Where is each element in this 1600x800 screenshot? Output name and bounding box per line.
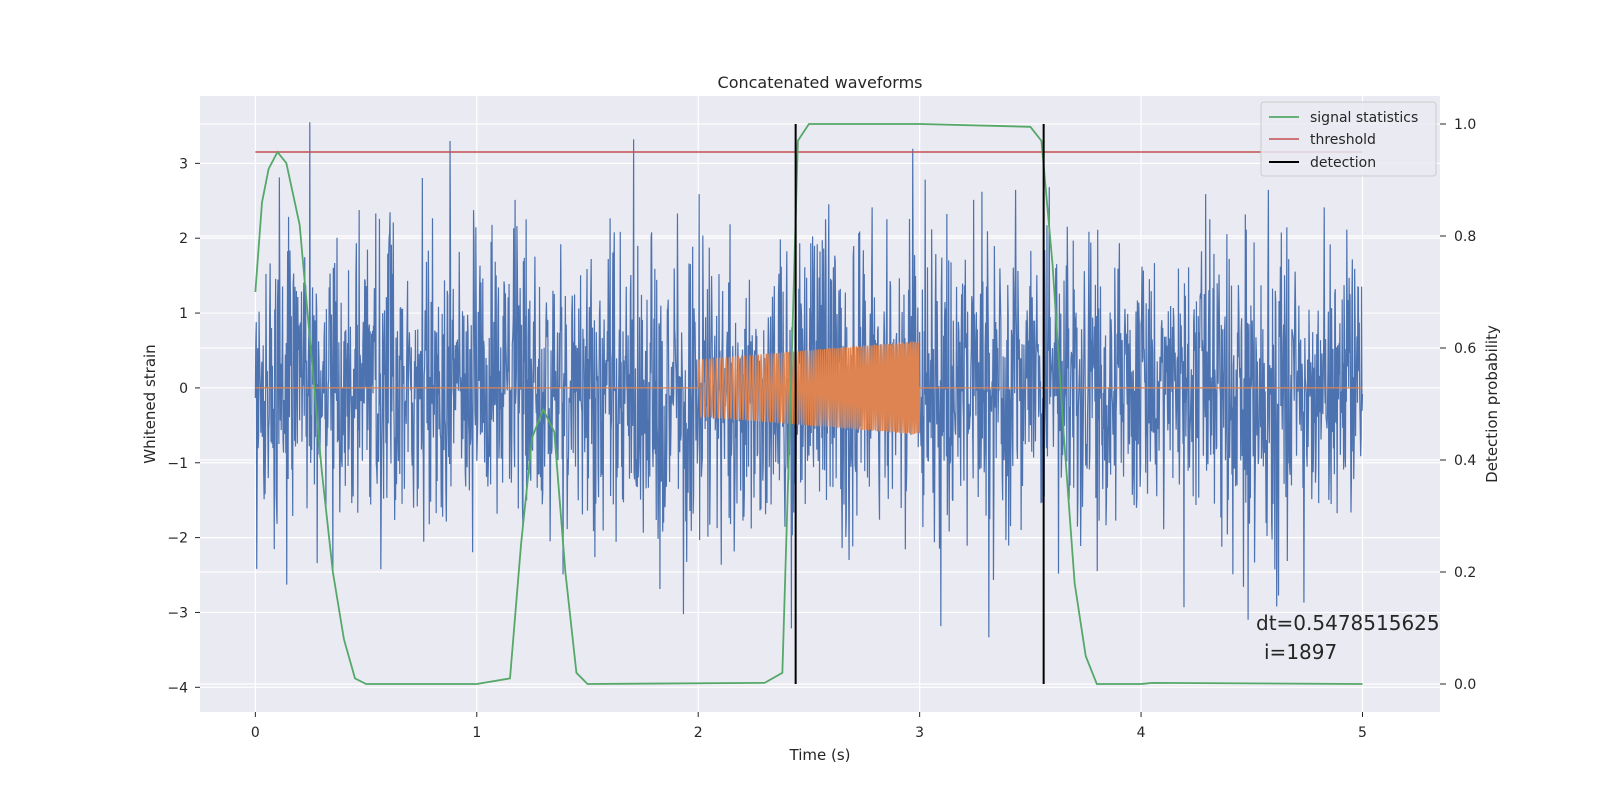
legend-label-signal-statistics: signal statistics [1310, 110, 1418, 126]
legend-label-threshold: threshold [1310, 132, 1376, 148]
y-tick-label: −1 [167, 456, 188, 472]
legend-box [1260, 101, 1437, 177]
y-tick-label: 3 [179, 156, 188, 172]
series-line-signal-statistics [254, 123, 1363, 685]
injected-waveform-series [255, 341, 1363, 435]
x-tick-label: 2 [694, 725, 703, 741]
y-tick-label: −4 [167, 680, 188, 696]
x-tick-label: 5 [1358, 725, 1367, 741]
y-tick-label: 0 [179, 381, 188, 397]
signal-statistics-series [254, 123, 1363, 685]
y2-tick-label: 0.4 [1454, 453, 1476, 469]
series-line-injected-waveform [255, 341, 1363, 435]
y-tick-label: 1 [179, 306, 188, 322]
y2-tick-label: 0.0 [1454, 677, 1476, 693]
x-axis-ticks: 0 1 2 3 4 5 [251, 712, 1367, 741]
y2-axis-ticks: 0.0 0.2 0.4 0.6 0.8 1.0 [1440, 117, 1476, 693]
y2-tick-label: 0.6 [1454, 341, 1476, 357]
x-tick-label: 1 [472, 725, 481, 741]
detection-series [794, 124, 1045, 684]
x-tick-label: 3 [915, 725, 924, 741]
y-tick-label: 2 [179, 231, 188, 247]
legend-label-detection: detection [1310, 155, 1376, 171]
y-tick-label: −3 [167, 605, 188, 621]
annotation-dt: dt=0.5478515625 [1256, 611, 1440, 635]
annotation-i: i=1897 [1264, 640, 1337, 664]
y2-tick-label: 0.2 [1454, 565, 1476, 581]
y2-axis-label: Detection probability [1483, 325, 1501, 483]
y2-tick-label: 0.8 [1454, 229, 1476, 245]
y-axis-ticks: −4 −3 −2 −1 0 1 2 3 [167, 156, 200, 696]
whitened-strain-series [254, 122, 1364, 638]
y-tick-label: −2 [167, 531, 188, 547]
chart-title: Concatenated waveforms [718, 73, 923, 92]
x-axis-label: Time (s) [789, 746, 851, 764]
x-tick-label: 0 [251, 725, 260, 741]
legend: signal statistics threshold detection [1260, 101, 1437, 177]
series-line-whitened-strain [254, 122, 1364, 638]
x-tick-label: 4 [1137, 725, 1146, 741]
y-axis-label: Whitened strain [141, 344, 159, 463]
y2-tick-label: 1.0 [1454, 117, 1476, 133]
